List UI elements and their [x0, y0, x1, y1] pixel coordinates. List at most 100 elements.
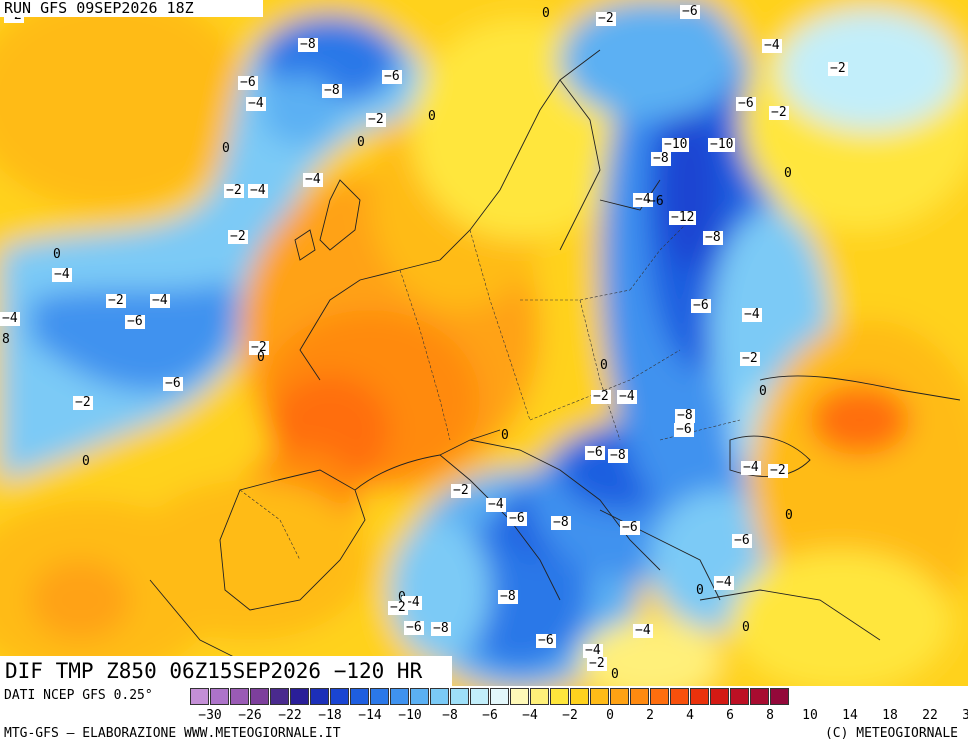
color-swatch — [370, 688, 389, 705]
contour-label: 0 — [759, 384, 767, 399]
scale-tick-label: 8 — [766, 708, 774, 723]
color-swatch — [290, 688, 309, 705]
contour-label: −6 — [507, 511, 527, 526]
scale-tick-label: 10 — [802, 708, 818, 723]
contour-label: −4 — [150, 293, 170, 308]
scale-tick-label: −14 — [358, 708, 382, 723]
color-swatch — [730, 688, 749, 705]
color-swatch — [250, 688, 269, 705]
color-swatch — [230, 688, 249, 705]
contour-label: −6 — [736, 96, 756, 111]
color-swatch — [310, 688, 329, 705]
contour-label: −8 — [322, 83, 342, 98]
scale-tick-label: −22 — [278, 708, 302, 723]
contour-label: −2 — [587, 656, 607, 671]
color-swatch — [410, 688, 429, 705]
color-swatch — [270, 688, 289, 705]
temperature-anomaly-map: −2 0 −2 −6 −4 −8 −6 −8 −4 −6 −2 0 −2 0 0… — [0, 0, 968, 686]
coastlines — [149, 49, 961, 661]
contour-label: −4 — [742, 307, 762, 322]
scale-tick-label: −6 — [482, 708, 498, 723]
contour-label: −6 — [680, 4, 700, 19]
contour-label: 0 — [428, 109, 436, 124]
contour-label: 0 — [784, 166, 792, 181]
scale-tick-label: 18 — [882, 708, 898, 723]
contour-label: 0 — [357, 135, 365, 150]
contour-label: −2 — [228, 229, 248, 244]
contour-label: −2 — [828, 61, 848, 76]
contour-label: 0 — [82, 454, 90, 469]
scale-tick-label: 2 — [646, 708, 654, 723]
footer: DATI NCEP GFS 0.25° −30 −26 −22 −18 −14 −10 −8… — [0, 686, 968, 745]
contour-label: −4 — [248, 183, 268, 198]
run-title: RUN GFS 09SEP2026 18Z — [0, 0, 263, 17]
color-swatch — [430, 688, 449, 705]
contour-label: −2 — [596, 11, 616, 26]
color-swatch — [530, 688, 549, 705]
scale-tick-label: 0 — [606, 708, 614, 723]
scale-tick-label: −10 — [398, 708, 422, 723]
contour-label: 0 — [257, 350, 265, 365]
scale-tick-label: −4 — [522, 708, 538, 723]
contour-label: −8 — [675, 408, 695, 423]
contour-label: −6 — [238, 75, 258, 90]
color-swatch — [710, 688, 729, 705]
color-swatch — [450, 688, 469, 705]
contour-label: −6 — [125, 314, 145, 329]
color-swatch — [610, 688, 629, 705]
anomaly-field — [0, 0, 968, 686]
contour-label: −12 — [669, 210, 697, 225]
color-swatch — [630, 688, 649, 705]
scale-tick-label: 4 — [686, 708, 694, 723]
contour-label: −8 — [608, 448, 628, 463]
contour-label: −8 — [703, 230, 723, 245]
contour-label: −2 — [769, 105, 789, 120]
contour-label: −4 — [486, 497, 506, 512]
contour-label: 0 — [611, 667, 619, 682]
color-swatch — [510, 688, 529, 705]
color-swatch — [570, 688, 589, 705]
color-swatch — [670, 688, 689, 705]
contour-label: −2 — [591, 389, 611, 404]
contour-label: −6 — [382, 69, 402, 84]
contour-label: 0 — [600, 358, 608, 373]
contour-label: −6 — [536, 633, 556, 648]
contour-label: −2 — [249, 340, 269, 355]
scale-tick-label: 14 — [842, 708, 858, 723]
contour-label: −8 — [498, 589, 518, 604]
credit-left: MTG-GFS – ELABORAZIONE WWW.METEOGIORNALE… — [4, 726, 341, 741]
scale-tick-label: −2 — [562, 708, 578, 723]
contour-label: 0 — [222, 141, 230, 156]
color-swatch — [770, 688, 789, 705]
contour-label: 0 — [542, 6, 550, 21]
contour-label: −2 — [366, 112, 386, 127]
contour-label: 8 — [2, 332, 10, 347]
contour-label: −4 — [0, 311, 20, 326]
contour-label: 0 — [53, 247, 61, 262]
contour-label: −8 — [431, 621, 451, 636]
contour-label: −8 — [551, 515, 571, 530]
map-field — [0, 0, 968, 686]
scale-tick-label: −8 — [442, 708, 458, 723]
color-swatch — [590, 688, 609, 705]
contour-label: −4 — [52, 267, 72, 282]
contour-label: −10 — [662, 137, 690, 152]
contour-label: −6 — [648, 194, 664, 209]
scale-tick-label: 30 — [962, 708, 968, 723]
contour-label: −2 — [106, 293, 126, 308]
credit-right: (C) METEOGIORNALE — [824, 726, 958, 741]
contour-label: −10 — [708, 137, 736, 152]
contour-label: −2 — [388, 600, 408, 615]
color-swatch — [470, 688, 489, 705]
scale-tick-label: −26 — [238, 708, 262, 723]
contour-label: −4 — [762, 38, 782, 53]
borders — [239, 219, 741, 561]
contour-label: −6 — [691, 298, 711, 313]
contour-label: 0 — [696, 583, 704, 598]
color-swatch — [490, 688, 509, 705]
contour-label: −8 — [298, 37, 318, 52]
contour-label: −6 — [163, 376, 183, 391]
contour-label: −4 — [633, 623, 653, 638]
color-swatch — [650, 688, 669, 705]
contour-label: −2 — [224, 183, 244, 198]
